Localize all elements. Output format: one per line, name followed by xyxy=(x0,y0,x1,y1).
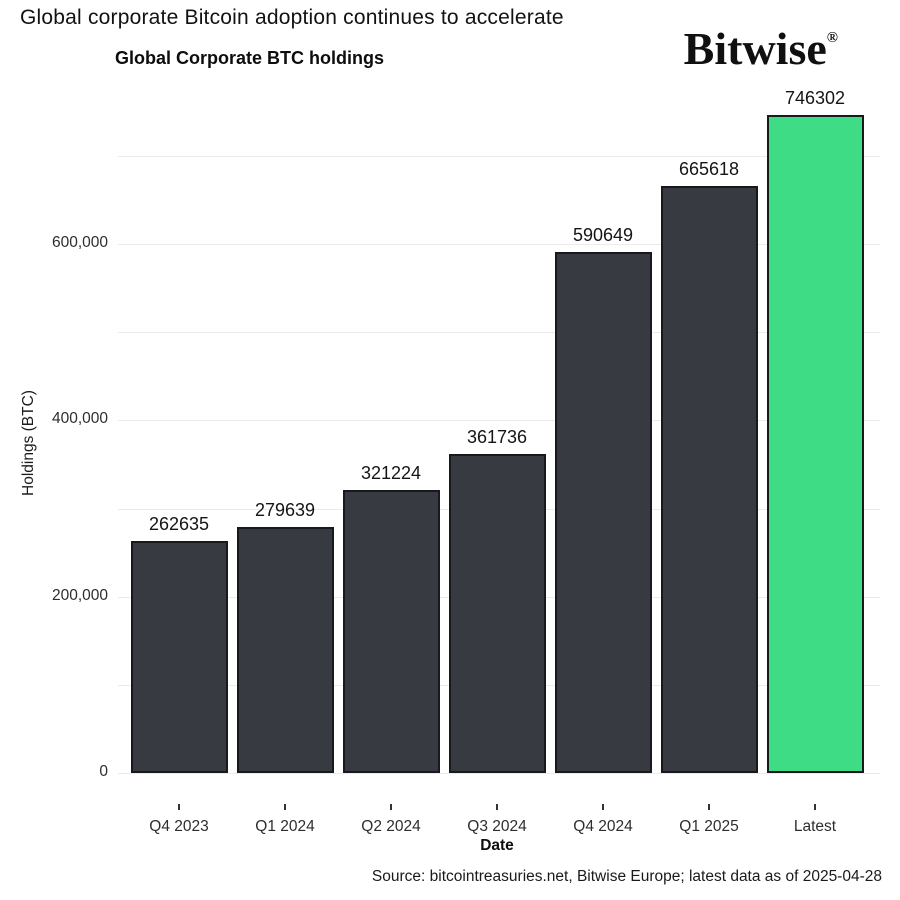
x-tick-label: Q2 2024 xyxy=(361,818,421,835)
x-axis-tick xyxy=(496,804,498,810)
x-axis-tick xyxy=(708,804,710,810)
bar-q1-2025 xyxy=(660,186,758,773)
gridline-0 xyxy=(118,773,880,774)
gridline-400000 xyxy=(118,420,880,422)
x-axis-tick xyxy=(178,804,180,810)
bar-value-label: 321224 xyxy=(360,462,422,483)
x-axis-tick xyxy=(284,804,286,810)
x-axis-title: Date xyxy=(480,837,514,854)
page-title: Global corporate Bitcoin adoption contin… xyxy=(20,6,564,29)
bar-q4-2024 xyxy=(554,252,652,773)
x-tick-label: Q4 2024 xyxy=(573,818,633,835)
bar-value-label: 262635 xyxy=(148,514,210,535)
bar-latest xyxy=(766,115,864,773)
source-attribution: Source: bitcointreasuries.net, Bitwise E… xyxy=(371,868,882,885)
x-tick-label: Q1 2025 xyxy=(679,818,739,835)
bar-q2-2024 xyxy=(342,489,440,773)
gridline-700000 xyxy=(118,155,880,157)
bar-value-label: 590649 xyxy=(572,225,634,246)
x-tick-label: Q1 2024 xyxy=(255,818,315,835)
y-tick-label: 0 xyxy=(99,763,108,780)
x-tick-label: Latest xyxy=(793,818,837,835)
y-tick-label: 400,000 xyxy=(51,410,108,428)
y-axis-title: Holdings (BTC) xyxy=(20,390,37,496)
y-tick-label: 600,000 xyxy=(51,234,108,251)
bitwise-logo-text: Bitwise xyxy=(683,23,827,74)
bar-value-label: 279639 xyxy=(254,499,316,520)
bar-q1-2024 xyxy=(236,526,334,773)
bitwise-logo: Bitwise® xyxy=(684,26,838,72)
bar-value-label: 665618 xyxy=(678,159,740,180)
bar-q3-2024 xyxy=(448,454,546,773)
x-axis-tick xyxy=(390,804,392,810)
gridline-500000 xyxy=(118,332,880,334)
chart-title: Global Corporate BTC holdings xyxy=(115,48,384,68)
x-tick-label: Q3 2024 xyxy=(467,818,527,835)
x-axis-tick xyxy=(814,804,816,810)
x-tick-label: Q4 2023 xyxy=(149,818,209,835)
bar-value-label: 361736 xyxy=(466,427,528,448)
bar-value-label: 746302 xyxy=(784,88,846,108)
gridline-600000 xyxy=(118,244,880,245)
y-tick-label: 200,000 xyxy=(51,586,108,604)
x-axis-tick xyxy=(602,804,604,810)
bar-q4-2023 xyxy=(130,541,228,773)
registered-trademark-icon: ® xyxy=(826,30,838,46)
